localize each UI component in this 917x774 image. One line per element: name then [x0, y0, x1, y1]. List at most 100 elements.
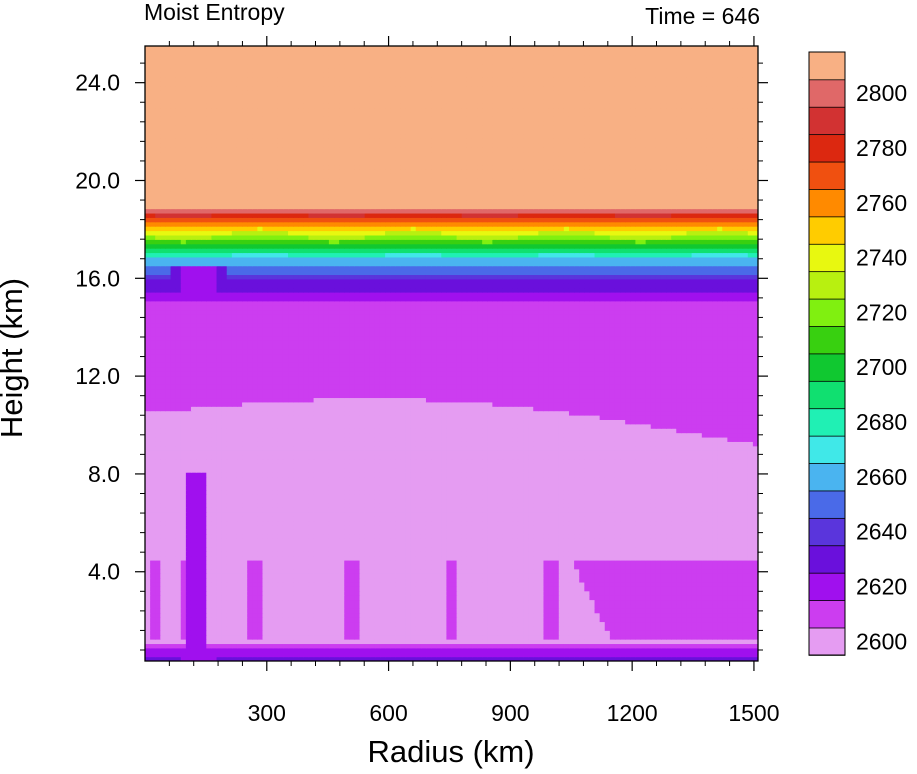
field-cell: [334, 586, 340, 591]
field-cell: [497, 652, 503, 657]
field-cell: [400, 512, 406, 517]
field-cell: [732, 560, 738, 565]
field-cell: [579, 551, 585, 556]
field-cell: [196, 573, 202, 578]
field-cell: [375, 578, 381, 583]
field-cell: [150, 604, 156, 609]
field-cell: [421, 490, 427, 495]
field-cell: [686, 604, 692, 609]
field-cell: [503, 520, 509, 525]
field-cell: [513, 569, 519, 574]
field-cell: [155, 556, 161, 561]
field-cell: [217, 529, 223, 534]
field-cell: [646, 564, 652, 569]
field-cell: [349, 569, 355, 574]
field-cell: [722, 551, 728, 556]
field-cell: [686, 630, 692, 635]
field-cell: [446, 617, 452, 622]
field-cell: [268, 477, 274, 482]
field-cell: [630, 626, 636, 631]
field-cell: [390, 595, 396, 600]
field-cell: [748, 494, 754, 499]
field-cell: [610, 626, 616, 631]
field-cell: [211, 613, 217, 618]
field-cell: [365, 507, 371, 512]
field-cell: [727, 608, 733, 613]
field-cell: [390, 630, 396, 635]
field-cell: [625, 512, 631, 517]
field-cell: [681, 551, 687, 556]
field-cell: [201, 503, 207, 508]
field-cell: [686, 512, 692, 517]
field-cell: [314, 477, 320, 482]
field-cell: [181, 551, 187, 556]
field-cell: [727, 643, 733, 648]
field-cell: [354, 542, 360, 547]
field-cell: [615, 564, 621, 569]
field-cell: [206, 507, 212, 512]
field-cell: [370, 582, 376, 587]
field-cell: [676, 643, 682, 648]
field-cell: [411, 512, 417, 517]
field-cell: [625, 569, 631, 574]
field-cell: [186, 547, 192, 552]
field-cell: [686, 586, 692, 591]
field-cell: [171, 600, 177, 605]
field-cell: [620, 630, 626, 635]
field-cell: [738, 494, 744, 499]
field-cell: [431, 591, 437, 596]
field-cell: [385, 582, 391, 587]
field-cell: [257, 547, 263, 552]
field-cell: [707, 586, 713, 591]
field-cell: [206, 595, 212, 600]
field-cell: [431, 498, 437, 503]
field-cell: [651, 494, 657, 499]
field-cell: [497, 507, 503, 512]
field-cell: [518, 617, 524, 622]
field-cell: [610, 621, 616, 626]
field-cell: [487, 617, 493, 622]
field-cell: [661, 481, 667, 486]
field-cell: [666, 481, 672, 486]
field-cell: [697, 635, 703, 640]
field-cell: [165, 507, 171, 512]
field-cell: [457, 643, 463, 648]
field-cell: [339, 485, 345, 490]
field-cell: [564, 520, 570, 525]
field-cell: [482, 507, 488, 512]
field-cell: [416, 626, 422, 631]
field-cell: [462, 591, 468, 596]
field-cell: [533, 551, 539, 556]
field-cell: [543, 494, 549, 499]
field-cell: [365, 648, 371, 653]
field-cell: [298, 639, 304, 644]
field-cell: [211, 503, 217, 508]
field-cell: [717, 613, 723, 618]
field-cell: [252, 591, 258, 596]
field-cell: [686, 551, 692, 556]
field-cell: [523, 560, 529, 565]
field-cell: [283, 608, 289, 613]
field-cell: [252, 481, 258, 486]
field-cell: [365, 547, 371, 552]
field-cell: [467, 573, 473, 578]
field-cell: [227, 621, 233, 626]
field-cell: [707, 512, 713, 517]
field-cell: [569, 626, 575, 631]
field-cell: [288, 512, 294, 517]
field-cell: [467, 534, 473, 539]
field-cell: [503, 538, 509, 543]
field-cell: [406, 630, 412, 635]
field-cell: [743, 613, 749, 618]
field-cell: [390, 578, 396, 583]
field-cell: [441, 516, 447, 521]
field-cell: [360, 635, 366, 640]
field-cell: [421, 613, 427, 618]
field-cell: [656, 608, 662, 613]
field-cell: [625, 635, 631, 640]
field-cell: [252, 547, 258, 552]
field-cell: [651, 630, 657, 635]
field-cell: [748, 652, 754, 657]
field-cell: [738, 520, 744, 525]
field-cell: [411, 481, 417, 486]
